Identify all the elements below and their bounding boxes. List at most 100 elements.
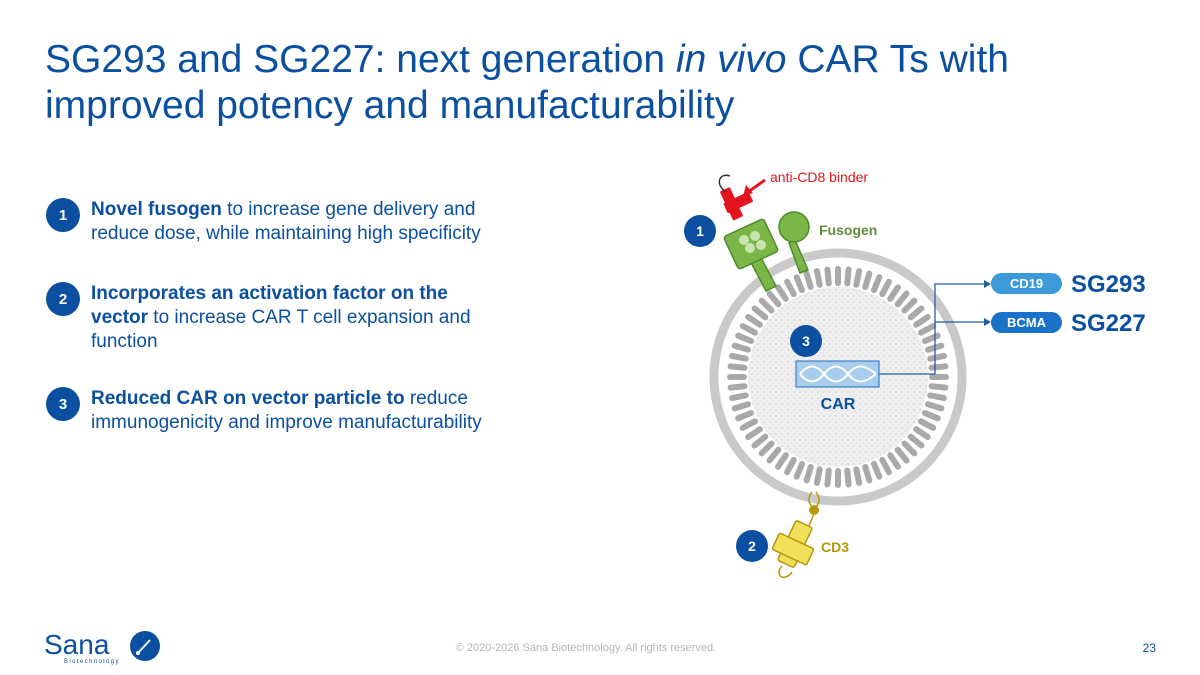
lipid-tick	[784, 278, 797, 298]
car-label: CAR	[821, 396, 856, 413]
copyright-text: © 2020-2026 Sana Biotechnology. All righ…	[455, 642, 717, 654]
list-item: 1 Novel fusogen to increase gene deliver…	[46, 198, 486, 246]
lipid-tick	[921, 409, 941, 422]
lipid-tick	[879, 456, 892, 476]
binder-label: anti-CD8 binder	[770, 169, 868, 185]
lipid-tick	[921, 332, 941, 345]
lipid-tick	[824, 266, 832, 287]
lipid-tick	[853, 466, 863, 486]
sana-logo: Sana Biotechnology	[44, 629, 160, 665]
lipid-tick	[901, 297, 918, 314]
logo-wordmark: Sana	[44, 629, 110, 660]
fusogen-label: Fusogen	[819, 222, 877, 238]
lipid-tick	[901, 440, 918, 457]
lipid-tick	[731, 342, 752, 353]
list-item: 2 Incorporates an activation factor on t…	[46, 282, 486, 354]
lipid-tick	[894, 290, 910, 308]
lipid-tick	[924, 401, 945, 412]
lipid-tick	[894, 446, 910, 464]
lipid-tick	[844, 467, 852, 488]
lipid-tick	[844, 266, 852, 287]
badge-number: 2	[748, 538, 756, 554]
number-badge: 3	[46, 387, 80, 421]
bullet-text: Reduced CAR on vector particle to reduce…	[91, 388, 482, 433]
logo-subtext: Biotechnology	[64, 659, 120, 665]
lipid-tick	[793, 460, 806, 480]
lipid-tick	[927, 392, 947, 402]
lipid-tick	[745, 313, 763, 328]
lipid-tick	[751, 305, 769, 321]
arrow-head	[984, 280, 991, 288]
lipid-tick	[879, 278, 892, 298]
anti-cd8-binder	[718, 174, 753, 221]
lipid-tick	[758, 297, 775, 314]
cd3-activator	[771, 491, 820, 579]
list-item: 3 Reduced CAR on vector particle to redu…	[46, 387, 486, 435]
lipid-tick	[853, 268, 863, 288]
vector-diagram: CAR CD19 SG293 BCMA SG227 anti-CD8 binde…	[684, 169, 1146, 579]
number-badge	[736, 530, 768, 562]
lipid-bilayer	[727, 266, 949, 488]
bullet-text: Incorporates an activation factor on the…	[91, 283, 471, 352]
lipid-tick	[727, 363, 748, 371]
lipid-tick	[887, 284, 902, 302]
lipid-tick	[887, 452, 902, 470]
dna-helix	[799, 365, 877, 383]
lipid-tick	[739, 418, 759, 431]
page-number: 23	[1142, 641, 1156, 655]
lipid-tick	[813, 268, 823, 288]
arrow-head	[984, 318, 991, 326]
number-badge	[684, 215, 716, 247]
lipid-tick	[774, 284, 789, 302]
lipid-tick	[774, 452, 789, 470]
badge-number: 3	[802, 333, 810, 349]
lipid-tick	[766, 290, 782, 308]
lipid-tick	[870, 460, 883, 480]
product-name: SG293	[1071, 271, 1146, 298]
lipid-tick	[731, 401, 752, 412]
lipid-tick	[913, 426, 931, 441]
lipid-tick	[729, 352, 749, 362]
number-badge: 2	[46, 282, 80, 316]
lipid-tick	[751, 433, 769, 449]
vector-membrane	[709, 248, 967, 506]
target-pill-bcma	[991, 312, 1062, 333]
dna-helix	[799, 365, 877, 383]
lipid-tick	[928, 383, 949, 391]
number-badge: 1	[46, 198, 80, 232]
lipid-tick	[907, 305, 925, 321]
lipid-tick	[870, 274, 883, 294]
lipid-tick	[803, 270, 814, 291]
lipid-tick	[766, 446, 782, 464]
lipid-tick	[862, 463, 873, 484]
lipid-tick	[758, 440, 775, 457]
cd3-label: CD3	[821, 539, 849, 555]
lipid-tick	[735, 332, 755, 345]
lipid-tick	[913, 313, 931, 328]
lipid-tick	[745, 426, 763, 441]
target-pill-cd19	[991, 273, 1062, 294]
lipid-tick	[729, 392, 749, 402]
page-title: SG293 and SG227: next generation in vivo…	[45, 38, 1009, 127]
lipid-tick	[793, 274, 806, 294]
lipid-tick	[735, 409, 755, 422]
lipid-tick	[784, 456, 797, 476]
bullet-text: Novel fusogen to increase gene delivery …	[91, 199, 481, 244]
lipid-tick	[824, 467, 832, 488]
lipid-tick	[927, 352, 947, 362]
lipid-tick	[727, 383, 748, 391]
lipid-tick	[862, 270, 873, 291]
car-gene-box	[795, 360, 880, 388]
connector-line	[879, 283, 990, 375]
lipid-tick	[928, 363, 949, 371]
feature-list: 1 Novel fusogen to increase gene deliver…	[46, 198, 486, 471]
lipid-tick	[907, 433, 925, 449]
lipid-tick	[917, 418, 937, 431]
target-label: CD19	[1010, 276, 1043, 291]
lipid-tick	[739, 323, 759, 336]
lipid-tick	[813, 466, 823, 486]
fusogen-protein	[723, 211, 810, 292]
arrow-head	[743, 185, 753, 196]
lipid-tick	[917, 323, 937, 336]
target-label: BCMA	[1007, 315, 1047, 330]
